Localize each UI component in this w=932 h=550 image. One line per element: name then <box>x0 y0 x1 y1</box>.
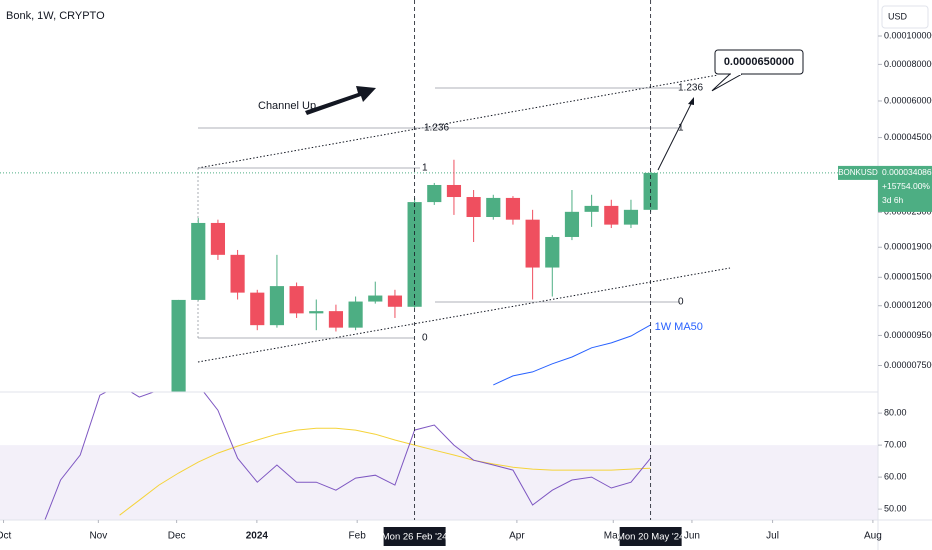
candle-body <box>545 236 560 268</box>
rsi-y-tick-label: 60.00 <box>884 471 907 481</box>
candle-body <box>525 219 540 268</box>
x-tick-label: Nov <box>89 531 107 542</box>
y-tick-label: 0.0000800000 <box>884 59 932 69</box>
fib-label: 1.236 <box>678 83 703 94</box>
candle-body <box>486 197 501 218</box>
candle-body <box>171 299 186 392</box>
candle-body <box>446 184 462 198</box>
y-tick-label: 0.0000450000 <box>884 132 932 142</box>
candle-body <box>584 205 599 212</box>
price-tag-countdown: 3d 6h <box>882 195 904 205</box>
fib-label: 0 <box>678 297 684 308</box>
candle-body <box>604 205 619 225</box>
symbol-tag-bg <box>838 165 878 180</box>
x-tick-label: Dec <box>168 531 186 542</box>
candle-body <box>387 295 403 307</box>
fib-label: 1 <box>678 123 684 134</box>
candle-body <box>368 295 383 302</box>
rsi-y-tick-label: 80.00 <box>884 407 907 417</box>
candle-body <box>289 286 304 314</box>
price-tag-value: 0.0000340861 <box>882 167 932 177</box>
candle-body <box>250 292 265 326</box>
date-label: Mon 20 May '24 <box>617 532 684 543</box>
x-tick-label: May <box>604 531 623 542</box>
currency[interactable]: USD <box>888 11 908 21</box>
callout-label: 0.0000650000 <box>724 56 794 68</box>
rsi-pane <box>0 392 878 520</box>
x-tick-label: Apr <box>509 531 525 542</box>
projection-arrow <box>657 101 693 171</box>
x-tick-label: Oct <box>0 531 12 542</box>
price-pane: 1.236 1 0 1.236 1 0 Channel Up 1W MA50 0.… <box>0 49 878 392</box>
candle-body <box>505 197 521 220</box>
candle-body <box>623 209 639 225</box>
date-label: Mon 26 Feb '24 <box>382 532 448 543</box>
x-tick-label: Jun <box>684 531 700 542</box>
candle-body <box>427 184 442 203</box>
channel-arrow <box>305 86 376 115</box>
x-tick-label: Feb <box>349 531 367 542</box>
y-tick-label: 0.0000120000 <box>884 300 932 310</box>
channel-lower <box>197 267 731 363</box>
candle-body <box>309 311 324 314</box>
candle-body <box>466 197 481 218</box>
y-tick-label: 0.0001000000 <box>884 30 932 40</box>
callout-gap <box>731 72 741 75</box>
date-label-bg <box>383 527 446 546</box>
currency-button[interactable] <box>881 5 929 29</box>
rsi-ma-line <box>119 427 651 516</box>
callout-box <box>714 49 804 75</box>
fib-label: 1.236 <box>424 123 449 134</box>
rsi-y-tick-label: 50.00 <box>884 503 907 513</box>
y-tick-label: 0.0000190000 <box>884 242 932 252</box>
x-tick-label: Jul <box>766 531 779 542</box>
candle-body <box>230 254 245 293</box>
rsi-y-tick-label: 70.00 <box>884 439 907 449</box>
price-tag-bg <box>878 165 932 212</box>
price-tag-change: +15754.00% <box>882 181 930 191</box>
x-tick-label: 2024 <box>246 531 269 542</box>
y-tick-label: 0.0000600000 <box>884 95 932 105</box>
channel-label: Channel Up <box>258 100 316 112</box>
y-tick-label: 0.0000150000 <box>884 272 932 282</box>
rsi-band <box>0 445 878 520</box>
fib-label: 1 <box>422 163 428 174</box>
candle-body <box>328 311 344 328</box>
symbol-tag: BONKUSD <box>838 168 878 177</box>
candle-body <box>191 222 206 300</box>
channel-upper <box>197 74 719 169</box>
fib-label: 0 <box>422 333 428 344</box>
candle-body <box>210 222 226 255</box>
projection-arrowhead <box>688 97 694 105</box>
rsi-line <box>44 392 651 520</box>
ma-line <box>493 324 651 386</box>
y-tick-label: 0.0000095000 <box>884 330 932 340</box>
candle-body <box>348 301 363 328</box>
candle-body <box>564 211 580 237</box>
y-tick-label: 0.0000075000 <box>884 360 932 370</box>
ma-label: 1W MA50 <box>655 321 703 333</box>
x-tick-label: Aug <box>864 531 882 542</box>
date-label-bg <box>619 527 682 546</box>
chart-title: Bonk, 1W, CRYPTO <box>6 10 105 22</box>
candle-body <box>269 286 285 326</box>
